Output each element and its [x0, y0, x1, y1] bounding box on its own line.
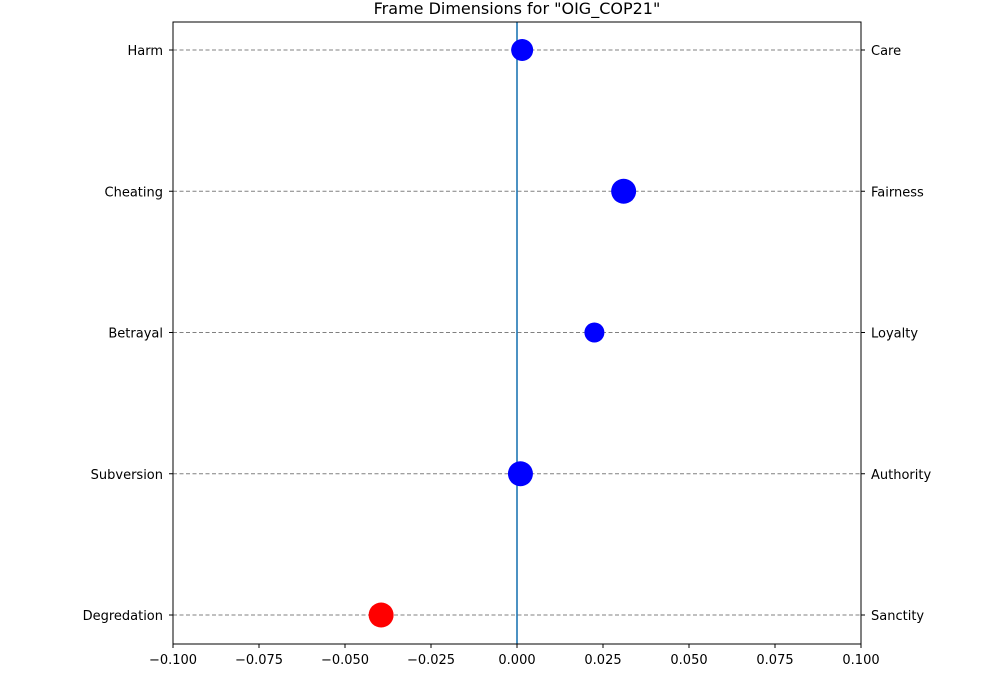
left-tick-label: Betrayal — [108, 327, 163, 342]
data-point — [584, 322, 605, 343]
x-tick-label: 0.100 — [842, 653, 879, 668]
x-tick-label: 0.075 — [756, 653, 793, 668]
grid-layer — [173, 49, 861, 616]
x-tick-label: 0.050 — [670, 653, 707, 668]
left-tick-label: Subversion — [91, 468, 163, 483]
left-axis: Harm Cheating Betrayal Subversion Degredatio… — [83, 44, 173, 624]
left-tick-label: Cheating — [105, 185, 163, 200]
chart-title: Frame Dimensions for "OIG_COP21" — [374, 0, 661, 19]
x-tick-label: 0.000 — [498, 653, 535, 668]
right-tick-label: Loyalty — [871, 327, 918, 342]
x-tick-label: −0.050 — [321, 653, 369, 668]
point-layer — [368, 39, 637, 628]
left-tick-label: Harm — [127, 44, 163, 59]
right-tick-label: Authority — [871, 468, 931, 483]
x-tick-label: −0.025 — [407, 653, 455, 668]
x-axis: −0.100 −0.075 −0.050 −0.025 0.000 0.025 0.050 0… — [149, 644, 880, 668]
right-tick-label: Care — [871, 44, 901, 59]
x-tick-label: −0.075 — [235, 653, 283, 668]
left-tick-label: Degredation — [83, 609, 163, 624]
right-tick-label: Fairness — [871, 185, 924, 200]
data-point — [511, 39, 534, 61]
data-point — [368, 602, 394, 628]
data-point — [611, 178, 637, 204]
x-tick-label: 0.025 — [584, 653, 621, 668]
right-axis: Care Fairness Loyalty Authority Sanctity — [861, 44, 931, 624]
data-point — [507, 461, 533, 487]
right-tick-label: Sanctity — [871, 609, 924, 624]
x-tick-label: −0.100 — [149, 653, 197, 668]
